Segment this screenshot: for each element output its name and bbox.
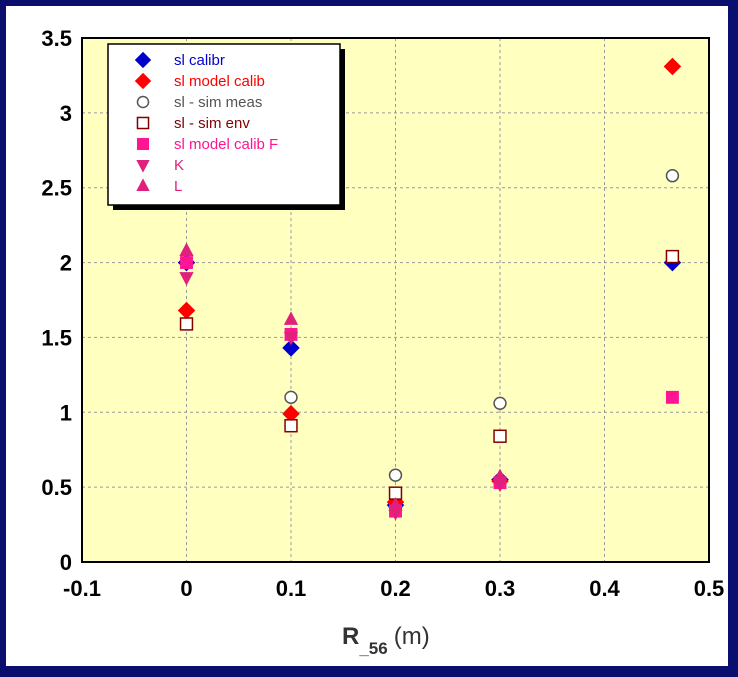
legend-label: sl - sim meas bbox=[174, 94, 262, 111]
x-axis-label: R_56 (m) bbox=[342, 623, 430, 658]
x-tick-label: 0 bbox=[180, 576, 192, 601]
data-point-l bbox=[492, 468, 508, 483]
plot-border bbox=[81, 37, 710, 563]
data-point-sl-model-calib-f bbox=[180, 256, 193, 270]
x-tick-label: 0.5 bbox=[694, 576, 725, 601]
data-point-sl-sim-env bbox=[284, 419, 298, 433]
data-point-sl-model-calib bbox=[663, 57, 682, 76]
y-tick-label: 0 bbox=[60, 550, 72, 575]
legend-marker bbox=[136, 116, 150, 130]
y-tick-label: 1.5 bbox=[41, 325, 72, 350]
scatter-chart: -0.1 0 0.1 0.2 0.3 0.4 0.500.511.522.533.5 sl … bbox=[41, 26, 724, 658]
legend-marker bbox=[136, 95, 150, 109]
y-tick-label: 1 bbox=[60, 400, 72, 425]
x-axis-label-main: R bbox=[342, 623, 359, 650]
x-axis-label-subscript: _56 bbox=[358, 639, 387, 658]
y-tick-label: 3.5 bbox=[41, 26, 72, 51]
x-tick-label: -0.1 bbox=[63, 576, 101, 601]
y-tick-label: 3 bbox=[60, 101, 72, 126]
legend-label: sl model calib bbox=[174, 73, 265, 90]
data-point-l bbox=[283, 311, 299, 325]
x-tick-label: 0.4 bbox=[589, 576, 620, 601]
legend-marker bbox=[136, 159, 150, 173]
y-tick-label: 0.5 bbox=[41, 475, 72, 500]
legend-label: K bbox=[174, 157, 184, 174]
x-tick-label: 0.1 bbox=[276, 576, 307, 601]
legend-label: sl calibr bbox=[174, 52, 225, 69]
legend-marker bbox=[134, 51, 152, 69]
legend-marker bbox=[136, 178, 150, 192]
data-point-l bbox=[179, 242, 194, 256]
data-point-l bbox=[388, 497, 403, 511]
data-point-sl-sim-meas bbox=[388, 468, 403, 482]
data-point-sl-calibr bbox=[282, 339, 300, 357]
data-markers bbox=[177, 57, 682, 521]
chart-frame: -0.1 0 0.1 0.2 0.3 0.4 0.5 0 0.5 1 1.5 2 2.5 3 3.5 sl … bbox=[6, 6, 728, 666]
data-point-sl-sim-env bbox=[493, 429, 507, 443]
x-tick-label: 0.3 bbox=[485, 576, 516, 601]
data-point-sl-sim-meas bbox=[493, 396, 507, 411]
x-tick-label: 0.2 bbox=[380, 576, 411, 601]
data-point-sl-sim-env bbox=[665, 249, 680, 264]
data-point-sl-sim-env bbox=[179, 317, 194, 331]
data-point-k bbox=[283, 332, 299, 346]
tick-labels: -0.1 0 0.1 0.2 0.3 0.4 0.500.511.522.533.5 bbox=[41, 26, 724, 601]
y-tick-label: 2 bbox=[60, 251, 72, 276]
data-point-sl-sim-meas bbox=[665, 169, 680, 183]
legend-label: sl model calib F bbox=[174, 136, 278, 153]
y-tick-label: 2.5 bbox=[41, 176, 72, 201]
data-point-sl-model-calib-f bbox=[665, 390, 679, 404]
legend-marker bbox=[134, 72, 152, 90]
data-point-sl-sim-meas bbox=[284, 390, 298, 405]
legend: sl calibr sl model calib sl - sim meas sl -… bbox=[107, 43, 345, 210]
legend-marker bbox=[136, 137, 150, 151]
legend-label: L bbox=[174, 178, 182, 195]
legend-label: sl - sim env bbox=[174, 115, 250, 132]
data-point-k bbox=[179, 272, 194, 286]
x-axis-label-unit: (m) bbox=[394, 623, 430, 650]
